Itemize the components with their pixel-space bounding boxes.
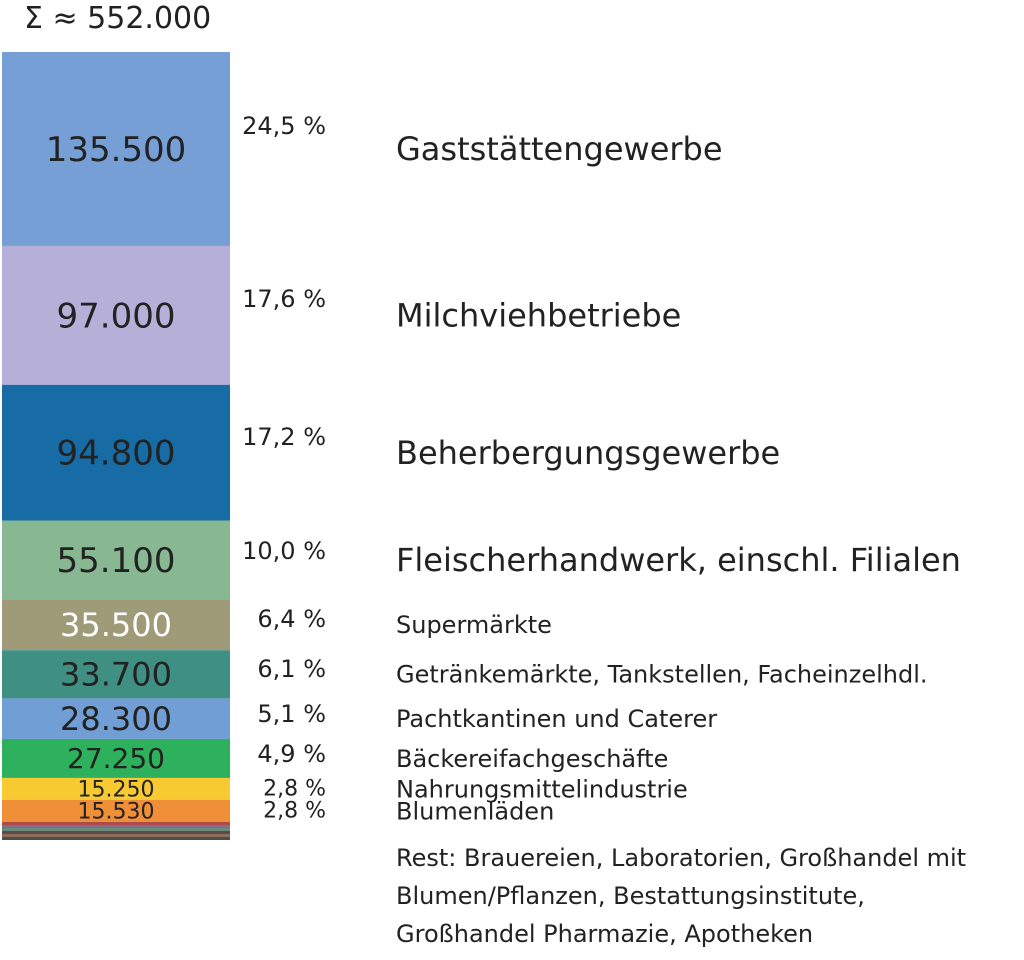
bar-segment bbox=[2, 520, 230, 600]
value-label: 55.100 bbox=[57, 541, 176, 581]
category-label: Nahrungsmittelindustrie bbox=[396, 775, 688, 803]
bar-segment bbox=[2, 599, 230, 651]
category-label: Gaststättengewerbe bbox=[396, 130, 723, 168]
rest-stripe bbox=[2, 828, 230, 831]
value-label: 27.250 bbox=[67, 742, 165, 775]
rest-text-line: Großhandel Pharmazie, Apotheken bbox=[396, 920, 813, 948]
category-label: Pachtkantinen und Caterer bbox=[396, 705, 717, 733]
rest-stripe bbox=[2, 822, 230, 825]
category-label: Supermärkte bbox=[396, 611, 552, 639]
bar-segment bbox=[2, 738, 230, 778]
value-label: 135.500 bbox=[46, 130, 187, 170]
value-label: 35.500 bbox=[60, 606, 172, 644]
chart-title: Σ ≈ 552.000 bbox=[24, 1, 211, 36]
category-label: Fleischerhandwerk, einschl. Filialen bbox=[396, 541, 961, 579]
percent-label: 2,8 % bbox=[263, 798, 326, 823]
percent-label: 6,1 % bbox=[257, 655, 326, 683]
category-label: Getränkemärkte, Tankstellen, Facheinzelh… bbox=[396, 661, 928, 689]
segment-labels: 135.500 24,5 % Gaststättengewerbe 97.000 17,… bbox=[46, 112, 961, 825]
percent-label: 6,4 % bbox=[257, 605, 326, 633]
value-label: 28.300 bbox=[60, 700, 172, 738]
rest-stripe bbox=[2, 825, 230, 828]
bar-segment bbox=[2, 698, 230, 739]
category-label: Milchviehbetriebe bbox=[396, 297, 681, 335]
rest-stripes bbox=[2, 822, 230, 840]
percent-label: 17,2 % bbox=[242, 423, 326, 451]
percent-label: 5,1 % bbox=[257, 700, 326, 728]
value-label: 94.800 bbox=[57, 434, 176, 474]
category-label: Blumenläden bbox=[396, 797, 554, 825]
rest-stripe bbox=[2, 831, 230, 834]
percent-label: 2,8 % bbox=[263, 776, 326, 801]
bar-segment bbox=[2, 650, 230, 699]
rest-stripe bbox=[2, 834, 230, 837]
category-label: Bäckereifachgeschäfte bbox=[396, 745, 668, 773]
value-label: 97.000 bbox=[57, 296, 176, 336]
value-label: 33.700 bbox=[60, 656, 172, 694]
rest-stripe bbox=[2, 837, 230, 840]
percent-label: 24,5 % bbox=[242, 112, 326, 140]
rest-label: Rest: Brauereien, Laboratorien, Großhand… bbox=[396, 844, 966, 948]
bar-segment bbox=[2, 245, 230, 385]
category-label: Beherbergungsgewerbe bbox=[396, 434, 780, 472]
bar-segment bbox=[2, 777, 230, 800]
value-label: 15.250 bbox=[78, 778, 155, 803]
rest-text-line: Blumen/Pflanzen, Bestattungsinstitute, bbox=[396, 882, 865, 910]
value-label: 15.530 bbox=[78, 800, 155, 825]
percent-label: 17,6 % bbox=[242, 285, 326, 313]
percent-label: 4,9 % bbox=[257, 740, 326, 768]
bar-segment bbox=[2, 799, 230, 822]
percent-label: 10,0 % bbox=[242, 537, 326, 565]
stacked-bar-segments bbox=[2, 52, 230, 822]
bar-segment bbox=[2, 52, 230, 246]
rest-text-line: Rest: Brauereien, Laboratorien, Großhand… bbox=[396, 844, 966, 872]
bar-segment bbox=[2, 384, 230, 521]
